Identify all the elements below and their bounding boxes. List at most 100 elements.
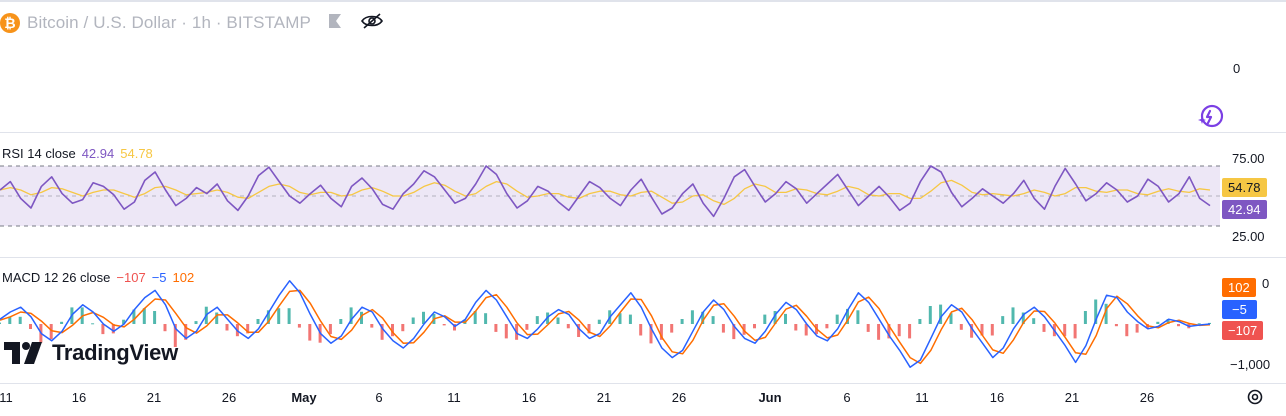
macd-histogram-bar bbox=[380, 324, 384, 340]
time-axis-tick: 26 bbox=[671, 390, 687, 405]
symbol-title[interactable]: Bitcoin / U.S. Dollar · 1h · BITSTAMP bbox=[27, 13, 311, 32]
time-axis-tick: 26 bbox=[1139, 390, 1155, 405]
rsi-ma-value: 54.78 bbox=[120, 146, 153, 161]
macd-histogram-bar bbox=[897, 324, 901, 337]
macd-histogram-bar bbox=[1063, 324, 1067, 337]
macd-histogram-bar bbox=[949, 313, 953, 324]
macd-histogram-bar bbox=[287, 308, 291, 324]
macd-histogram-bar bbox=[0, 322, 1, 324]
macd-histogram-bar bbox=[628, 314, 632, 324]
macd-name: MACD 12 26 close bbox=[2, 270, 111, 285]
macd-histogram-bar bbox=[525, 324, 529, 330]
macd-histogram-bar bbox=[370, 324, 374, 328]
time-axis-tick: 11 bbox=[915, 390, 929, 405]
macd-histogram-bar bbox=[256, 319, 260, 324]
macd-histogram-bar bbox=[339, 319, 343, 324]
macd-histogram-bar bbox=[360, 311, 363, 324]
macd-histogram-bar bbox=[1083, 311, 1087, 324]
macd-histogram-bar bbox=[990, 324, 994, 336]
macd-histogram-bar bbox=[1073, 324, 1077, 339]
macd-histogram-bar bbox=[504, 324, 508, 339]
macd-signal-value: 102 bbox=[172, 270, 195, 285]
macd-histogram-bar bbox=[835, 314, 839, 324]
macd-histogram-bar bbox=[980, 324, 984, 336]
macd-histogram-bar bbox=[225, 324, 229, 331]
macd-histogram-bar bbox=[132, 309, 136, 324]
pane-divider bbox=[0, 132, 1286, 133]
time-axis-tick: 21 bbox=[596, 390, 612, 405]
macd-histogram-bar bbox=[918, 319, 922, 324]
macd-histogram-bar bbox=[173, 324, 177, 347]
bitcoin-icon: ₿ bbox=[0, 13, 20, 33]
macd-histogram-bar bbox=[494, 324, 498, 332]
macd-histogram-bar bbox=[939, 304, 943, 324]
macd-histogram-bar bbox=[846, 308, 849, 324]
macd-axis-top-partial: 0 bbox=[1262, 276, 1270, 291]
macd-histogram-bar bbox=[1032, 318, 1036, 324]
macd-histogram-bar bbox=[442, 324, 446, 326]
time-axis-divider bbox=[0, 383, 1286, 384]
rsi-value: 42.94 bbox=[81, 146, 115, 161]
macd-histogram-bar bbox=[266, 310, 270, 324]
macd-hist-value: −107 bbox=[116, 270, 146, 285]
macd-histogram-bar bbox=[587, 324, 591, 334]
macd-histogram-bar bbox=[1114, 324, 1118, 327]
macd-histogram-bar bbox=[391, 324, 394, 337]
macd-histogram-bar bbox=[401, 324, 405, 332]
time-axis-tick: 11 bbox=[0, 390, 13, 405]
macd-histogram-bar bbox=[60, 321, 64, 324]
macd-histogram-bar bbox=[732, 324, 736, 340]
top-border bbox=[0, 0, 1286, 2]
macd-histogram-bar bbox=[566, 324, 570, 329]
rsi-axis-top: 75.00 bbox=[1232, 151, 1265, 166]
macd-histogram-bar bbox=[1021, 312, 1025, 324]
macd-histogram-bar bbox=[773, 311, 777, 324]
macd-histogram-bar bbox=[556, 317, 560, 324]
macd-histogram-bar bbox=[29, 324, 32, 329]
macd-histogram-bar bbox=[535, 316, 539, 324]
macd-histogram-bar bbox=[721, 324, 725, 333]
rsi-ma-badge: 54.78 bbox=[1222, 178, 1267, 197]
macd-histogram-bar bbox=[142, 308, 146, 324]
macd-histogram-bar bbox=[1125, 324, 1129, 337]
macd-histogram-bar bbox=[577, 324, 581, 337]
time-axis-tick: Jun bbox=[758, 390, 782, 405]
macd-line bbox=[0, 280, 1211, 368]
macd-histogram-bar bbox=[194, 321, 198, 324]
chart-header: ₿ Bitcoin / U.S. Dollar · 1h · BITSTAMP bbox=[0, 8, 383, 38]
macd-histogram-bar bbox=[153, 311, 157, 324]
macd-histogram-bar bbox=[473, 311, 477, 324]
macd-histogram-bar bbox=[308, 324, 312, 341]
macd-histogram-bar bbox=[856, 310, 860, 324]
eye-off-icon[interactable] bbox=[360, 12, 383, 35]
macd-histogram-bar bbox=[794, 324, 798, 331]
rsi-badge: 42.94 bbox=[1222, 200, 1267, 219]
time-axis-tick: 16 bbox=[521, 390, 537, 405]
gear-icon[interactable] bbox=[1245, 387, 1265, 412]
macd-hist-badge: −107 bbox=[1222, 321, 1264, 340]
macd-histogram-bar bbox=[246, 324, 250, 334]
macd-histogram-bar bbox=[618, 313, 622, 324]
rsi-name: RSI 14 close bbox=[2, 146, 76, 161]
sparkle-icon[interactable] bbox=[1196, 102, 1224, 135]
macd-histogram-bar bbox=[701, 311, 705, 324]
macd-histogram-bar bbox=[597, 319, 601, 324]
macd-histogram-bar bbox=[422, 311, 425, 324]
macd-histogram-bar bbox=[825, 324, 829, 329]
macd-value: −5 bbox=[151, 270, 167, 285]
macd-histogram-bar bbox=[18, 316, 22, 324]
macd-histogram-bar bbox=[959, 324, 963, 330]
macd-histogram-bar bbox=[163, 324, 167, 332]
macd-histogram-bar bbox=[763, 314, 767, 324]
macd-histogram-bar bbox=[866, 324, 870, 332]
macd-legend[interactable]: MACD 12 26 close −107 −5 102 bbox=[2, 270, 194, 285]
macd-histogram-bar bbox=[215, 312, 219, 324]
flag-icon[interactable] bbox=[327, 13, 343, 34]
macd-histogram-bar bbox=[1177, 324, 1180, 327]
rsi-legend[interactable]: RSI 14 close 42.94 54.78 bbox=[2, 146, 153, 161]
macd-histogram-bar bbox=[908, 324, 912, 339]
macd-histogram-bar bbox=[970, 324, 974, 338]
tradingview-logo[interactable]: TradingView bbox=[4, 340, 178, 366]
macd-histogram-bar bbox=[804, 324, 808, 336]
time-axis-tick: 21 bbox=[146, 390, 162, 405]
